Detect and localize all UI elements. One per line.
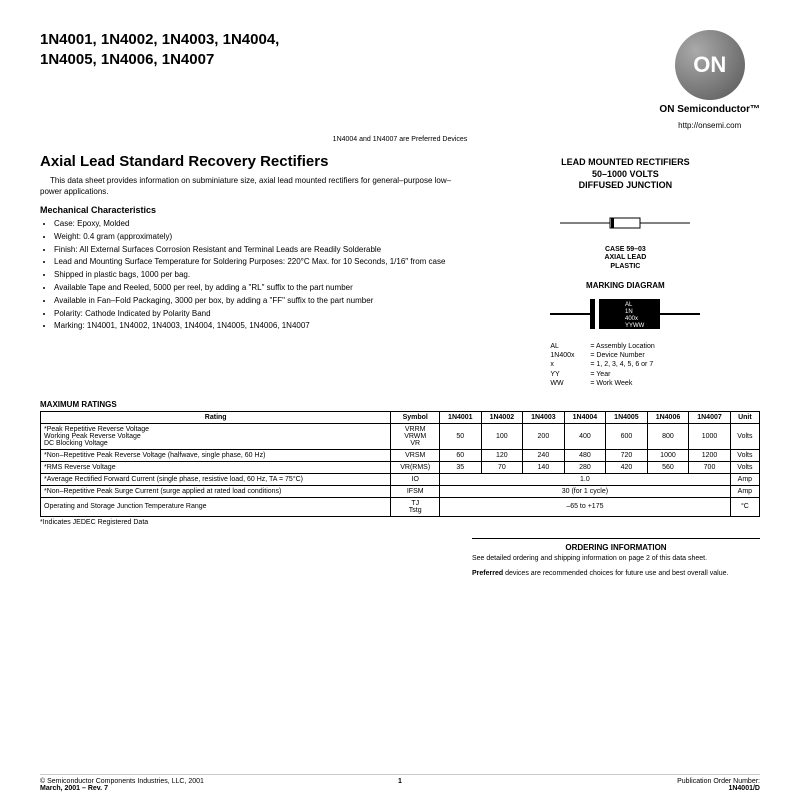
- case-label: CASE 59–03 AXIAL LEAD PLASTIC: [491, 246, 760, 271]
- list-item: Lead and Mounting Surface Temperature fo…: [54, 257, 471, 268]
- table-footnote: *Indicates JEDEC Registered Data: [40, 519, 760, 526]
- ratings-table: RatingSymbol1N40011N40021N40031N40041N40…: [40, 411, 760, 517]
- table-row: Operating and Storage Junction Temperatu…: [41, 497, 760, 516]
- marking-heading: MARKING DIAGRAM: [491, 281, 760, 290]
- ordering-text1: See detailed ordering and shipping infor…: [472, 554, 760, 563]
- pub-order-number: 1N4001/D: [677, 785, 760, 792]
- table-header: Rating: [41, 411, 391, 423]
- document-title: Axial Lead Standard Recovery Rectifiers: [40, 153, 471, 170]
- table-row: *Average Rectified Forward Current (sing…: [41, 473, 760, 485]
- svg-text:YYWW: YYWW: [625, 323, 645, 329]
- svg-text:AL: AL: [625, 302, 633, 308]
- table-header: 1N4001: [440, 411, 482, 423]
- table-header: Unit: [730, 411, 759, 423]
- part-numbers: 1N4001, 1N4002, 1N4003, 1N4004, 1N4005, …: [40, 30, 340, 69]
- table-header: 1N4006: [647, 411, 689, 423]
- ordering-block: ORDERING INFORMATION See detailed orderi…: [40, 538, 760, 578]
- mechanical-list: Case: Epoxy, Molded Weight: 0.4 gram (app…: [40, 219, 471, 332]
- table-header: 1N4003: [523, 411, 565, 423]
- list-item: Weight: 0.4 gram (approximately): [54, 232, 471, 243]
- marking-legend: AL= Assembly Location1N400x= Device Numb…: [550, 342, 700, 387]
- list-item: Marking: 1N4001, 1N4002, 1N4003, 1N4004,…: [54, 321, 471, 332]
- revision: March, 2001 – Rev. 7: [40, 785, 204, 792]
- product-heading: LEAD MOUNTED RECTIFIERS 50–1000 VOLTS DI…: [491, 157, 760, 192]
- table-header: 1N4005: [606, 411, 648, 423]
- page-number: 1: [398, 778, 402, 785]
- table-row: *Non–Repetitive Peak Reverse Voltage (ha…: [41, 449, 760, 461]
- logo-block: ON ON Semiconductor™ http://onsemi.com: [659, 30, 760, 130]
- svg-text:400x: 400x: [625, 316, 638, 322]
- table-row: *RMS Reverse VoltageVR(RMS)3570140280420…: [41, 461, 760, 473]
- table-header: 1N4004: [564, 411, 606, 423]
- ordering-heading: ORDERING INFORMATION: [472, 538, 760, 552]
- marking-diagram-icon: AL 1N 400x YYWW: [545, 294, 705, 334]
- svg-text:1N: 1N: [625, 309, 633, 315]
- list-item: Shipped in plastic bags, 1000 per bag.: [54, 270, 471, 281]
- list-item: Finish: All External Surfaces Corrosion …: [54, 245, 471, 256]
- copyright: © Semiconductor Components Industries, L…: [40, 778, 204, 785]
- diode-case-icon: [555, 208, 695, 238]
- on-logo-icon: ON: [675, 30, 745, 100]
- company-url: http://onsemi.com: [659, 121, 760, 130]
- mechanical-heading: Mechanical Characteristics: [40, 205, 471, 215]
- table-header: 1N4002: [481, 411, 523, 423]
- table-title: MAXIMUM RATINGS: [40, 400, 760, 409]
- table-row: *Peak Repetitive Reverse VoltageWorking …: [41, 423, 760, 449]
- table-header: Symbol: [391, 411, 440, 423]
- preferred-note: 1N4004 and 1N4007 are Preferred Devices: [40, 136, 760, 143]
- table-row: *Non–Repetitive Peak Surge Current (surg…: [41, 485, 760, 497]
- ordering-text2: Preferred devices are recommended choice…: [472, 569, 760, 578]
- page-footer: © Semiconductor Components Industries, L…: [40, 774, 760, 792]
- list-item: Available Tape and Reeled, 5000 per reel…: [54, 283, 471, 294]
- list-item: Available in Fan–Fold Packaging, 3000 pe…: [54, 296, 471, 307]
- table-header: 1N4007: [689, 411, 731, 423]
- intro-text: This data sheet provides information on …: [40, 176, 471, 197]
- list-item: Case: Epoxy, Molded: [54, 219, 471, 230]
- pub-order-label: Publication Order Number:: [677, 778, 760, 785]
- list-item: Polarity: Cathode Indicated by Polarity …: [54, 309, 471, 320]
- company-name: ON Semiconductor™: [659, 104, 760, 115]
